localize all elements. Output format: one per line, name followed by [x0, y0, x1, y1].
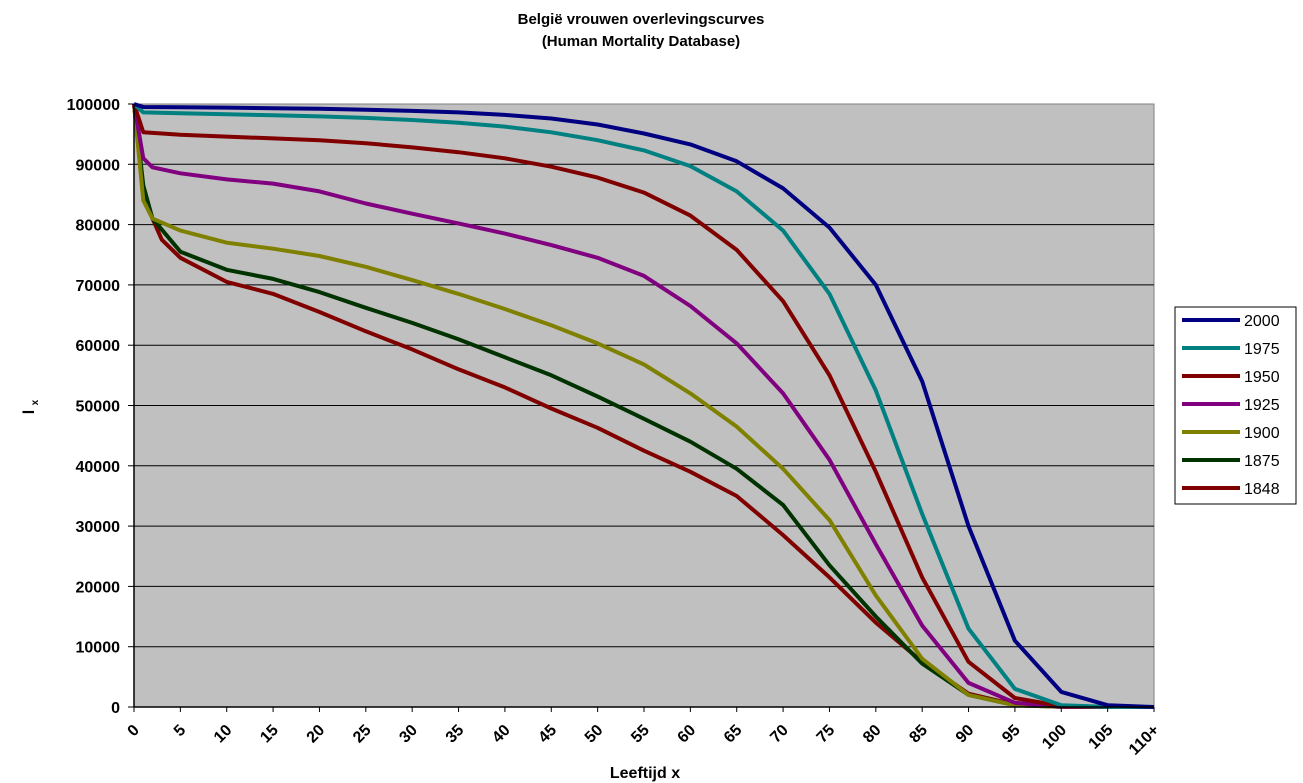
- legend-label-1950: 1950: [1244, 369, 1280, 386]
- legend: 2000 1975 1950 1925 1900 1875 1848: [1174, 306, 1297, 505]
- chart-subtitle: (Human Mortality Database): [542, 33, 740, 50]
- y-tick-label: 90000: [76, 157, 121, 174]
- y-tick-label: 20000: [76, 579, 121, 596]
- x-tick-label: 65: [721, 722, 746, 747]
- series-line-1975: [132, 102, 1155, 709]
- series-lines: [132, 102, 1155, 709]
- legend-label-1925: 1925: [1244, 397, 1280, 414]
- y-tick-label: 10000: [76, 640, 121, 657]
- series-line-1925: [132, 103, 1154, 709]
- series-line-1950: [132, 103, 1155, 709]
- x-tick-label: 40: [489, 722, 514, 747]
- y-axis-ticks: 0 10000 20000 30000 40000 50000 60000 70000 8000…: [67, 97, 134, 717]
- x-tick-label: 0: [125, 722, 143, 740]
- y-tick-label: 60000: [76, 338, 121, 355]
- x-tick-label: 55: [628, 722, 653, 747]
- x-tick-label: 30: [396, 722, 421, 747]
- series-line-2000: [133, 102, 1155, 709]
- y-tick-label: 50000: [76, 399, 121, 416]
- y-tick-label: 0: [111, 700, 120, 717]
- x-tick-label: 80: [860, 722, 885, 747]
- svg-text:l x: l x: [21, 399, 41, 414]
- chart-title: België vrouwen overlevingscurves: [518, 11, 765, 28]
- y-axis-label-group: l x: [21, 399, 41, 414]
- x-tick-label: 95: [999, 722, 1024, 747]
- x-tick-label: 35: [443, 722, 468, 747]
- y-tick-label: 40000: [76, 459, 121, 476]
- x-tick-label: 20: [304, 722, 329, 747]
- y-tick-label: 100000: [67, 97, 120, 114]
- x-tick-label: 60: [675, 722, 700, 747]
- y-axis-label: l: [21, 410, 38, 414]
- y-axis-label-subscript: x: [30, 399, 41, 405]
- y-tick-label: 30000: [76, 519, 121, 536]
- legend-label-1900: 1900: [1244, 425, 1280, 442]
- legend-label-1975: 1975: [1244, 341, 1280, 358]
- x-tick-label: 50: [582, 722, 607, 747]
- x-tick-label: 100: [1039, 722, 1070, 753]
- y-tick-label: 80000: [76, 218, 121, 235]
- legend-label-1875: 1875: [1244, 453, 1280, 470]
- y-tick-label: 70000: [76, 278, 121, 295]
- x-tick-label: 110+: [1126, 722, 1163, 759]
- x-tick-label: 85: [906, 722, 931, 747]
- x-tick-label: 105: [1086, 722, 1117, 753]
- x-tick-label: 90: [953, 722, 978, 747]
- x-tick-label: 15: [257, 722, 282, 747]
- series-line-1900: [132, 103, 1154, 709]
- x-tick-label: 5: [171, 722, 189, 740]
- x-tick-label: 10: [211, 722, 236, 747]
- x-axis-ticks: 0 5 10 15 20 25 30 35 40 45 50 55 60 65 70 75 80 85 90 95 10…: [125, 707, 1163, 759]
- x-tick-label: 45: [535, 722, 560, 747]
- x-tick-label: 75: [814, 722, 839, 747]
- x-tick-label: 25: [350, 722, 375, 747]
- legend-label-2000: 2000: [1244, 313, 1280, 330]
- legend-label-1848: 1848: [1244, 481, 1280, 498]
- x-tick-label: 70: [767, 722, 792, 747]
- x-axis-label: Leeftijd x: [610, 765, 680, 782]
